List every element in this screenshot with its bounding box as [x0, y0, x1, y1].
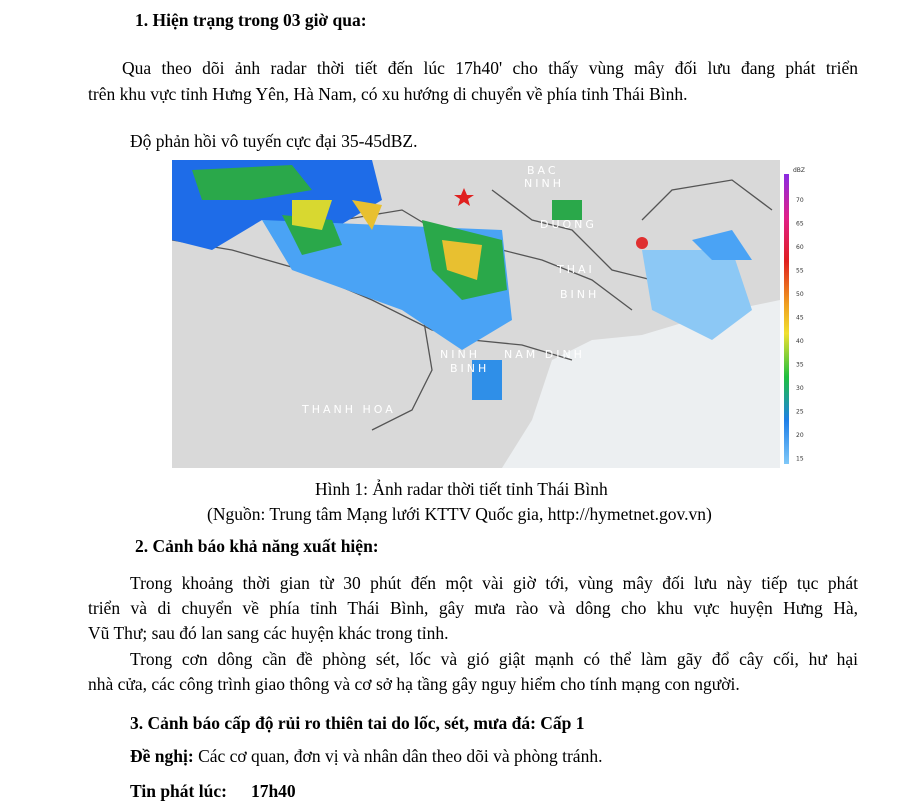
- label: Đề nghị:: [130, 746, 194, 766]
- legend-tick-label: 25: [796, 409, 804, 416]
- legend-tick-label: 15: [796, 456, 804, 463]
- paragraph-line: Trong khoảng thời gian từ 30 phút đến mộ…: [130, 573, 858, 593]
- legend-tick-label: 35: [796, 362, 804, 369]
- legend-tick-label: 50: [796, 291, 804, 298]
- map-label: BINH: [450, 362, 489, 375]
- legend-tick-label: 20: [796, 432, 804, 439]
- paragraph-line: nhà cửa, các công trình giao thông và cơ…: [88, 674, 740, 694]
- source: (Nguồn: Trung tâm Mạng lưới KTTV Quốc gi…: [207, 504, 712, 524]
- paragraph-line: Trong cơn dông cần đề phòng sét, lốc và …: [130, 649, 858, 669]
- legend-tick-label: 70: [796, 197, 804, 204]
- map-label: DUONG: [540, 218, 597, 231]
- map-label: NINH: [440, 348, 480, 361]
- legend-unit: dBZ: [793, 167, 805, 174]
- heading: 3. Cảnh báo cấp độ rủi ro thiên tai do l…: [130, 713, 585, 733]
- legend-tick-label: 40: [796, 338, 804, 345]
- map-label: THAI: [556, 263, 595, 276]
- map-label: NINH: [524, 177, 564, 190]
- map-label: NAM DINH: [504, 348, 585, 361]
- legend-tick-label: 55: [796, 268, 804, 275]
- paragraph: Độ phản hồi vô tuyến cực đại 35-45dBZ.: [130, 131, 418, 151]
- issued: Tin phát lúc: 17h40: [130, 781, 296, 802]
- paragraph-line: trên khu vực tỉnh Hưng Yên, Hà Nam, có x…: [88, 84, 688, 104]
- map-label: BAC: [527, 164, 559, 177]
- legend-tick-label: 45: [796, 315, 804, 322]
- paragraph-line: Vũ Thư; sau đó lan sang các huyện khác t…: [88, 623, 449, 643]
- time: 17h40: [250, 781, 296, 801]
- map-label: BINH: [560, 288, 599, 301]
- label: Tin phát lúc:: [130, 781, 227, 801]
- text: Các cơ quan, đơn vị và nhân dân theo dõi…: [198, 746, 603, 766]
- legend-tick-label: 60: [796, 244, 804, 251]
- legend-tick-label: 65: [796, 221, 804, 228]
- map-label: THANH HOA: [301, 403, 396, 416]
- legend-tick-label: 30: [796, 385, 804, 392]
- caption: Hình 1: Ảnh radar thời tiết tỉnh Thái Bì…: [315, 479, 608, 499]
- heading: 2. Cảnh báo khả năng xuất hiện:: [135, 536, 379, 556]
- heading: 1. Hiện trạng trong 03 giờ qua:: [135, 10, 367, 30]
- recommendation: Đề nghị: Các cơ quan, đơn vị và nhân dân…: [130, 746, 602, 767]
- paragraph-line: triển và di chuyển về phía tỉnh Thái Bìn…: [88, 598, 858, 618]
- paragraph-line: Qua theo dõi ảnh radar thời tiết đến lúc…: [122, 58, 858, 78]
